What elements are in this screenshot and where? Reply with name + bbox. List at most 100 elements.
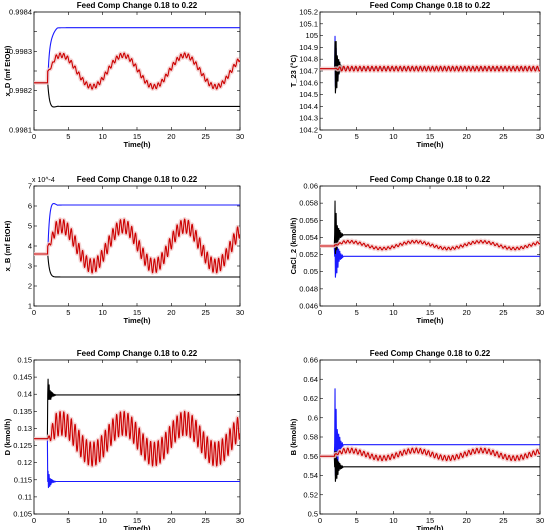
chart-title: Feed Comp Change 0.18 to 0.22	[370, 349, 491, 358]
x-tick-label: 15	[133, 516, 141, 525]
chart-title: Feed Comp Change 0.18 to 0.22	[77, 1, 198, 10]
x-tick-label: 20	[462, 516, 470, 525]
x-tick-label: 0	[318, 308, 322, 317]
y-tick-label: 0.105	[13, 510, 32, 519]
y-tick-label: 105.2	[299, 8, 318, 17]
y-tick-label: 0.6	[308, 413, 318, 422]
x-tick-label: 30	[236, 516, 244, 525]
y-tick-label: 104.7	[299, 67, 318, 76]
series-group	[34, 202, 240, 278]
y-tick-label: 0.13	[17, 424, 32, 433]
y-tick-label: 0.9983	[9, 47, 32, 56]
chart-panel: Feed Comp Change 0.18 to 0.220 5 10 15 20 25 3…	[3, 1, 244, 149]
chart-panel: Feed Comp Change 0.18 to 0.220 5 10 15 20 25 3…	[3, 175, 244, 325]
y-axis-label: x_B (mf EtOH)	[3, 220, 12, 271]
y-tick-label: 104.6	[299, 78, 318, 87]
x-tick-label: 20	[167, 132, 175, 141]
series-group	[34, 378, 240, 489]
x-tick-label: 10	[98, 308, 106, 317]
y-tick-label: 0.56	[303, 452, 318, 461]
chart-panel: Feed Comp Change 0.18 to 0.220 5 10 15 20 25 3…	[289, 175, 544, 325]
x-tick-label: 0	[32, 308, 36, 317]
x-tick-label: 10	[389, 308, 397, 317]
y-tick-label: 5	[28, 222, 32, 231]
series-group	[320, 35, 540, 94]
y-axis-label: T_23 (°C)	[289, 54, 298, 87]
series-line	[34, 410, 240, 467]
x-tick-label: 10	[98, 132, 106, 141]
series-line	[320, 200, 540, 255]
y-tick-label: 0.06	[303, 182, 318, 191]
y-tick-label: 0.9981	[9, 126, 32, 135]
y-tick-label: 0.12	[17, 458, 32, 467]
y-tick-label: 0.52	[303, 490, 318, 499]
y-tick-label: 6	[28, 202, 32, 211]
y-tick-label: 0.05	[303, 267, 318, 276]
x-tick-label: 5	[66, 132, 70, 141]
x-tick-label: 15	[426, 516, 434, 525]
series-line	[34, 253, 240, 278]
chart-title: Feed Comp Change 0.18 to 0.22	[77, 175, 198, 184]
chart-panel: Feed Comp Change 0.18 to 0.220 5 10 15 20 25 3…	[3, 349, 244, 530]
x-tick-label: 0	[32, 132, 36, 141]
y-tick-label: 0.54	[303, 471, 318, 480]
series-line	[34, 438, 240, 489]
x-tick-label: 0	[32, 516, 36, 525]
series-group	[320, 388, 540, 482]
y-tick-label: 104.9	[299, 43, 318, 52]
y-axis-label: D (kmol/h)	[3, 418, 12, 455]
y-tick-label: 0.66	[303, 356, 318, 365]
y-tick-label: 105	[305, 31, 318, 40]
y-tick-label: 0.58	[303, 433, 318, 442]
series-group	[34, 27, 240, 108]
x-tick-label: 0	[318, 132, 322, 141]
x-tick-label: 5	[355, 516, 359, 525]
x-tick-label: 25	[499, 516, 507, 525]
y-tick-label: 3	[28, 262, 32, 271]
y-tick-label: 0.115	[14, 475, 32, 484]
x-tick-label: 30	[536, 516, 544, 525]
y-tick-label: 0.15	[17, 356, 32, 365]
y-tick-label: 2	[28, 282, 32, 291]
y-tick-label: 1	[28, 302, 32, 311]
series-line	[34, 202, 240, 255]
series-line	[34, 378, 240, 440]
y-tick-label: 0.056	[299, 216, 318, 225]
x-tick-label: 10	[389, 132, 397, 141]
series-line	[34, 27, 240, 84]
chart-panel: Feed Comp Change 0.18 to 0.220 5 10 15 20 25 3…	[289, 349, 544, 530]
y-tick-label: 0.048	[299, 284, 318, 293]
x-tick-label: 30	[536, 132, 544, 141]
y-tick-label: 105.1	[299, 19, 318, 28]
y-tick-label: 0.9984	[9, 8, 32, 17]
x-tick-label: 10	[98, 516, 106, 525]
y-tick-label: 0.054	[299, 233, 318, 242]
x-axis-label: Time(h)	[417, 316, 444, 325]
series-line	[34, 218, 240, 274]
chart-panel: Feed Comp Change 0.18 to 0.220 5 10 15 20 25 3…	[289, 1, 544, 149]
x-tick-label: 10	[389, 516, 397, 525]
chart-title: Feed Comp Change 0.18 to 0.22	[370, 1, 491, 10]
y-tick-label: 0.62	[303, 394, 318, 403]
x-axis-label: Time(h)	[124, 316, 151, 325]
x-tick-label: 15	[133, 132, 141, 141]
x-tick-label: 5	[66, 308, 70, 317]
plot-area	[319, 359, 541, 515]
y-axis-label: CaCl_2 (kmol/h)	[289, 217, 298, 274]
x-tick-label: 25	[499, 132, 507, 141]
x-tick-label: 5	[355, 308, 359, 317]
series-line	[320, 447, 540, 462]
x-tick-label: 25	[201, 308, 209, 317]
x-tick-label: 5	[355, 132, 359, 141]
y-tick-label: 104.8	[299, 55, 318, 64]
y-tick-label: 104.5	[299, 90, 318, 99]
y-exponent: x 10^-4	[32, 177, 55, 184]
series-line	[320, 232, 540, 278]
x-axis-label: Time(h)	[417, 524, 444, 530]
series-line	[320, 65, 540, 72]
x-tick-label: 30	[236, 308, 244, 317]
x-tick-label: 25	[499, 308, 507, 317]
x-tick-label: 15	[133, 308, 141, 317]
series-group	[320, 200, 540, 278]
